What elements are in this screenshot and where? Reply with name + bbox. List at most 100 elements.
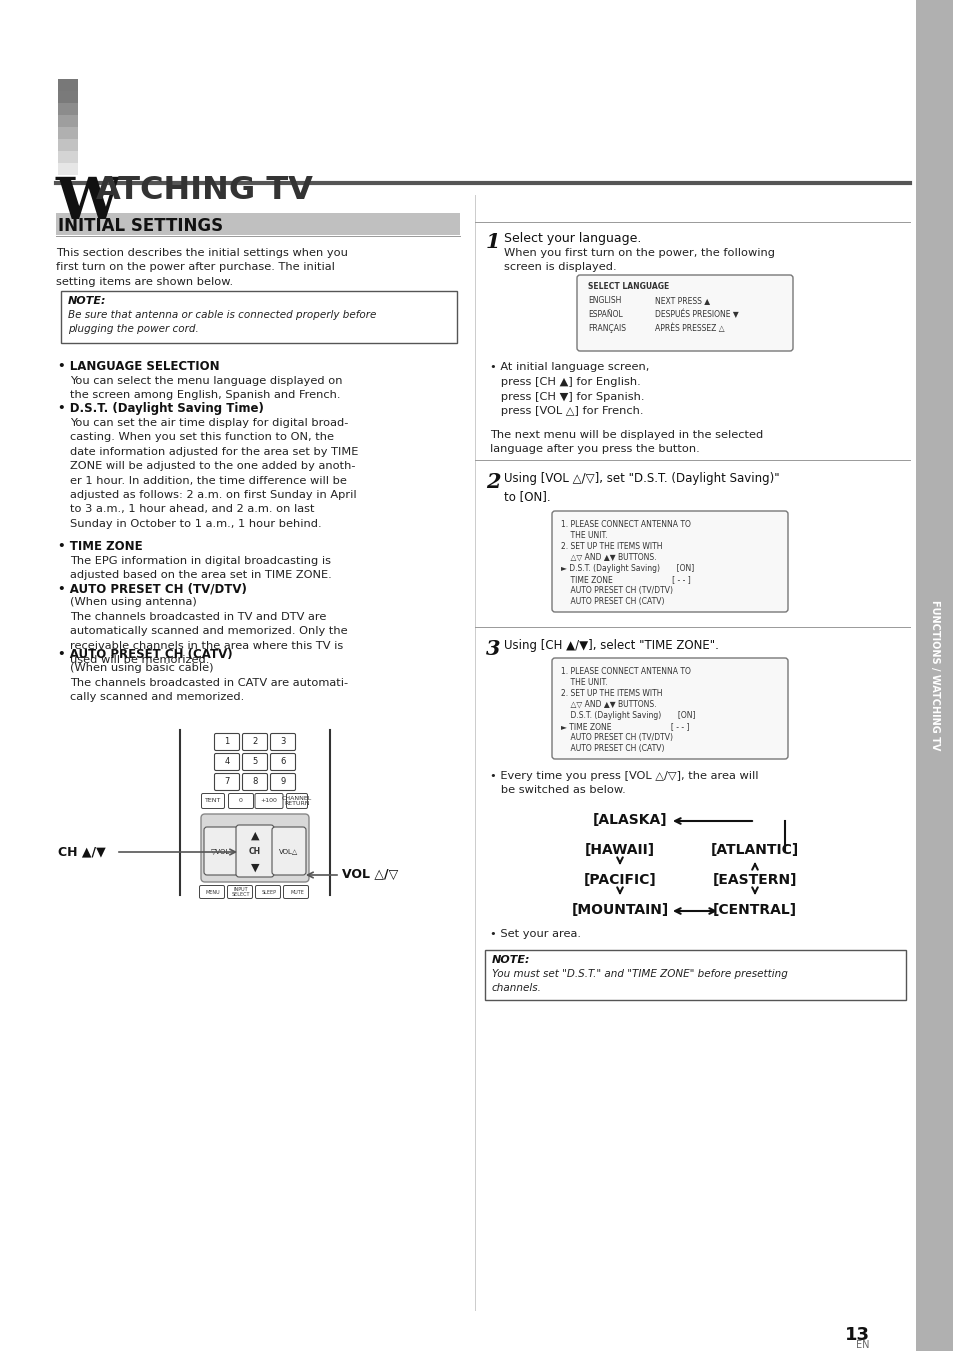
FancyBboxPatch shape	[201, 793, 224, 808]
Text: • Every time you press [VOL △/▽], the area will
   be switched as below.: • Every time you press [VOL △/▽], the ar…	[490, 771, 758, 796]
Text: • At initial language screen,
   press [CH ▲] for English.
   press [CH ▼] for S: • At initial language screen, press [CH …	[490, 362, 649, 416]
Text: • Set your area.: • Set your area.	[490, 929, 580, 939]
Text: [EASTERN]: [EASTERN]	[712, 873, 797, 888]
FancyBboxPatch shape	[271, 734, 295, 751]
Text: AUTO PRESET CH (TV/DTV): AUTO PRESET CH (TV/DTV)	[560, 734, 672, 742]
Text: △▽ AND ▲▼ BUTTONS.: △▽ AND ▲▼ BUTTONS.	[560, 553, 656, 562]
Text: [MOUNTAIN]: [MOUNTAIN]	[571, 902, 668, 917]
FancyBboxPatch shape	[227, 885, 253, 898]
Text: 13: 13	[844, 1325, 869, 1344]
Text: [HAWAII]: [HAWAII]	[584, 843, 655, 857]
Text: MENU: MENU	[206, 889, 220, 894]
FancyBboxPatch shape	[484, 950, 905, 1000]
Text: INITIAL SETTINGS: INITIAL SETTINGS	[58, 218, 223, 235]
Text: EN: EN	[856, 1340, 869, 1350]
Text: ATCHING TV: ATCHING TV	[96, 176, 313, 205]
FancyBboxPatch shape	[552, 511, 787, 612]
FancyBboxPatch shape	[214, 734, 239, 751]
FancyBboxPatch shape	[552, 658, 787, 759]
Bar	[58, 163, 78, 176]
Text: MUTE: MUTE	[290, 889, 304, 894]
Text: 4: 4	[224, 758, 230, 766]
Text: 7: 7	[224, 777, 230, 786]
Bar	[58, 103, 78, 115]
FancyBboxPatch shape	[242, 774, 267, 790]
Text: W: W	[56, 176, 121, 231]
Bar	[58, 139, 78, 151]
FancyBboxPatch shape	[199, 885, 224, 898]
Text: AUTO PRESET CH (TV/DTV): AUTO PRESET CH (TV/DTV)	[560, 586, 672, 594]
Text: THE UNIT.: THE UNIT.	[560, 678, 607, 688]
Bar	[915, 0, 953, 1351]
Text: You can set the air time display for digital broad-
casting. When you set this f: You can set the air time display for dig…	[70, 417, 358, 528]
Bar	[58, 151, 78, 163]
Text: 3: 3	[485, 639, 500, 659]
Text: SELECT LANGUAGE: SELECT LANGUAGE	[587, 282, 669, 290]
FancyBboxPatch shape	[214, 754, 239, 770]
Text: This section describes the initial settings when you
first turn on the power aft: This section describes the initial setti…	[56, 249, 348, 286]
Text: D.S.T. (Daylight Saving)       [ON]: D.S.T. (Daylight Saving) [ON]	[560, 711, 695, 720]
Text: (When using basic cable): (When using basic cable)	[70, 663, 213, 673]
Text: △▽ AND ▲▼ BUTTONS.: △▽ AND ▲▼ BUTTONS.	[560, 700, 656, 709]
Text: ▽VOL: ▽VOL	[212, 848, 231, 854]
Text: VOL △/▽: VOL △/▽	[341, 867, 397, 881]
Text: +100: +100	[260, 798, 277, 804]
Text: ENGLISH: ENGLISH	[587, 296, 620, 305]
Text: 2. SET UP THE ITEMS WITH: 2. SET UP THE ITEMS WITH	[560, 689, 661, 698]
Text: SLEEP: SLEEP	[261, 889, 276, 894]
FancyBboxPatch shape	[283, 885, 308, 898]
Text: 9: 9	[280, 777, 285, 786]
FancyBboxPatch shape	[214, 774, 239, 790]
Text: INPUT
SELECT: INPUT SELECT	[232, 888, 250, 897]
Text: Select your language.: Select your language.	[503, 232, 640, 245]
Text: VOL△: VOL△	[279, 848, 298, 854]
Text: TENT: TENT	[205, 798, 221, 804]
Text: 2. SET UP THE ITEMS WITH: 2. SET UP THE ITEMS WITH	[560, 542, 661, 551]
Text: 2: 2	[485, 471, 500, 492]
Text: AUTO PRESET CH (CATV): AUTO PRESET CH (CATV)	[560, 597, 664, 607]
FancyBboxPatch shape	[255, 885, 280, 898]
Text: 1: 1	[224, 738, 230, 747]
Text: Using [CH ▲/▼], select "TIME ZONE".: Using [CH ▲/▼], select "TIME ZONE".	[503, 639, 719, 653]
Text: CHANNEL
RETURN: CHANNEL RETURN	[281, 796, 312, 807]
Text: ► TIME ZONE                         [ - - ]: ► TIME ZONE [ - - ]	[560, 721, 689, 731]
Text: (When using antenna): (When using antenna)	[70, 597, 196, 607]
Text: CH ▲/▼: CH ▲/▼	[58, 844, 106, 858]
Text: The channels broadcasted in TV and DTV are
automatically scanned and memorized. : The channels broadcasted in TV and DTV a…	[70, 612, 347, 665]
FancyBboxPatch shape	[272, 827, 306, 875]
Text: AUTO PRESET CH (CATV): AUTO PRESET CH (CATV)	[560, 744, 664, 753]
FancyBboxPatch shape	[201, 815, 309, 882]
Text: 2: 2	[253, 738, 257, 747]
Text: [ALASKA]: [ALASKA]	[592, 813, 666, 827]
Text: • AUTO PRESET CH (CATV): • AUTO PRESET CH (CATV)	[58, 648, 233, 661]
Text: • LANGUAGE SELECTION: • LANGUAGE SELECTION	[58, 359, 219, 373]
Text: TIME ZONE                         [ - - ]: TIME ZONE [ - - ]	[560, 576, 690, 584]
FancyBboxPatch shape	[242, 734, 267, 751]
FancyBboxPatch shape	[271, 754, 295, 770]
Bar	[58, 78, 78, 91]
Text: NEXT PRESS ▲: NEXT PRESS ▲	[655, 296, 709, 305]
Text: ESPAÑOL: ESPAÑOL	[587, 309, 622, 319]
Bar	[56, 213, 459, 235]
Text: [CENTRAL]: [CENTRAL]	[712, 902, 796, 917]
FancyBboxPatch shape	[229, 793, 253, 808]
Text: 3: 3	[280, 738, 285, 747]
Text: 8: 8	[252, 777, 257, 786]
Text: ▲: ▲	[251, 831, 259, 842]
Text: FUNCTIONS / WATCHING TV: FUNCTIONS / WATCHING TV	[929, 600, 939, 751]
Bar	[58, 127, 78, 139]
Bar	[58, 115, 78, 127]
Text: • TIME ZONE: • TIME ZONE	[58, 540, 143, 553]
FancyBboxPatch shape	[254, 793, 283, 808]
Text: FRANÇAIS: FRANÇAIS	[587, 324, 625, 332]
Text: CH: CH	[249, 847, 261, 857]
Text: • D.S.T. (Daylight Saving Time): • D.S.T. (Daylight Saving Time)	[58, 403, 264, 415]
FancyBboxPatch shape	[577, 276, 792, 351]
Text: ► D.S.T. (Daylight Saving)       [ON]: ► D.S.T. (Daylight Saving) [ON]	[560, 563, 694, 573]
Text: THE UNIT.: THE UNIT.	[560, 531, 607, 540]
Text: NOTE:: NOTE:	[492, 955, 530, 965]
Text: 1: 1	[485, 232, 500, 253]
Bar	[58, 91, 78, 103]
Text: ▼: ▼	[251, 863, 259, 873]
Text: 0: 0	[239, 798, 243, 804]
